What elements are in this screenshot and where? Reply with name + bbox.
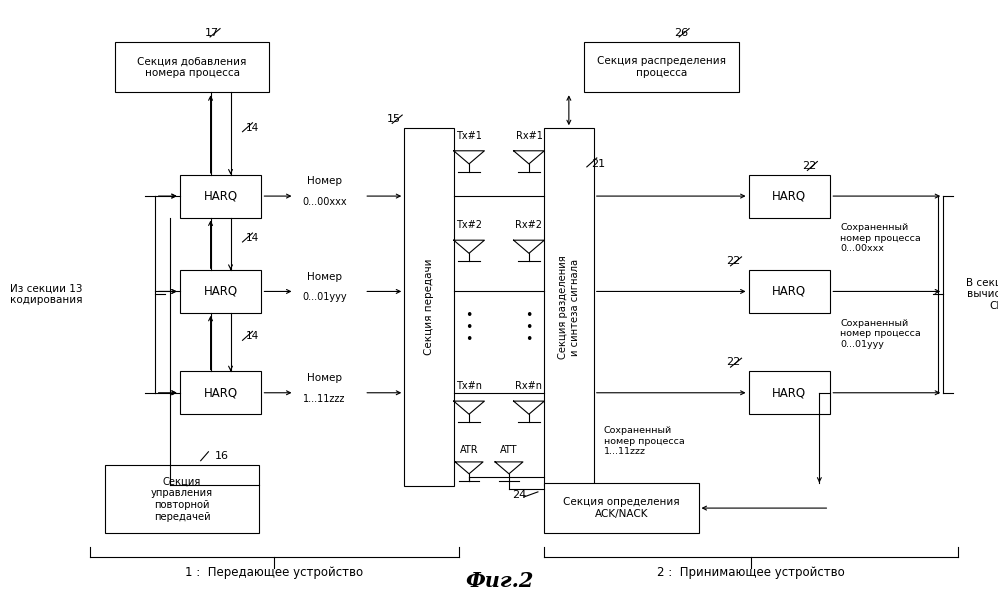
FancyBboxPatch shape <box>748 175 830 218</box>
Text: 14: 14 <box>246 331 258 341</box>
FancyBboxPatch shape <box>180 371 261 414</box>
Text: HARQ: HARQ <box>204 285 238 298</box>
Text: HARQ: HARQ <box>204 386 238 399</box>
Text: Секция
управления
повторной
передачей: Секция управления повторной передачей <box>151 477 214 522</box>
Text: Номер: Номер <box>306 176 342 186</box>
Text: Секция разделения
и синтеза сигнала: Секция разделения и синтеза сигнала <box>558 255 580 359</box>
FancyBboxPatch shape <box>404 128 454 486</box>
FancyBboxPatch shape <box>180 270 261 313</box>
Text: Rx#2: Rx#2 <box>515 221 543 230</box>
Text: •: • <box>465 309 473 322</box>
Text: 14: 14 <box>246 123 258 132</box>
Text: Номер: Номер <box>306 373 342 383</box>
Text: •: • <box>465 333 473 346</box>
Text: 26: 26 <box>674 28 689 38</box>
FancyBboxPatch shape <box>748 270 830 313</box>
Text: 16: 16 <box>216 451 230 461</box>
Text: 17: 17 <box>205 28 220 38</box>
Text: 22: 22 <box>727 358 741 367</box>
FancyBboxPatch shape <box>544 483 699 533</box>
Text: 1 :  Передающее устройство: 1 : Передающее устройство <box>186 566 363 579</box>
FancyBboxPatch shape <box>544 128 594 486</box>
Text: 22: 22 <box>802 161 816 170</box>
Text: 1...11zzz: 1...11zzz <box>303 394 345 403</box>
FancyBboxPatch shape <box>105 465 259 533</box>
Text: ATT: ATT <box>500 445 518 455</box>
Text: В секцию 23
вычисления
CRC: В секцию 23 вычисления CRC <box>966 278 998 311</box>
Text: 21: 21 <box>591 159 605 169</box>
FancyBboxPatch shape <box>180 175 261 218</box>
Text: 2 :  Принимающее устройство: 2 : Принимающее устройство <box>657 566 845 579</box>
Text: Rx#1: Rx#1 <box>516 131 542 141</box>
Text: Секция добавления
номера процесса: Секция добавления номера процесса <box>138 56 247 78</box>
Text: Фиг.2: Фиг.2 <box>465 571 533 591</box>
Text: 0...00xxx: 0...00xxx <box>302 197 346 207</box>
FancyBboxPatch shape <box>115 42 269 92</box>
Text: Сохраненный
номер процесса
0...00xxx: Сохраненный номер процесса 0...00xxx <box>840 224 921 253</box>
Text: Сохраненный
номер процесса
1...11zzz: Сохраненный номер процесса 1...11zzz <box>604 426 685 456</box>
Text: 24: 24 <box>512 491 526 501</box>
Text: HARQ: HARQ <box>204 190 238 203</box>
Text: HARQ: HARQ <box>772 190 806 203</box>
Text: Секция передачи: Секция передачи <box>424 259 434 355</box>
Text: Номер: Номер <box>306 272 342 281</box>
Text: 22: 22 <box>727 256 741 266</box>
Text: Секция определения
ACK/NACK: Секция определения ACK/NACK <box>563 497 680 519</box>
Text: •: • <box>525 321 533 334</box>
FancyBboxPatch shape <box>748 371 830 414</box>
Text: •: • <box>525 333 533 346</box>
Text: 14: 14 <box>246 233 258 243</box>
Text: Из секции 13
кодирования: Из секции 13 кодирования <box>10 284 83 305</box>
Text: Tx#2: Tx#2 <box>456 221 482 230</box>
Text: Сохраненный
номер процесса
0...01yyy: Сохраненный номер процесса 0...01yyy <box>840 319 921 349</box>
Text: Tx#n: Tx#n <box>456 381 482 391</box>
Text: Секция распределения
процесса: Секция распределения процесса <box>597 56 726 78</box>
Text: ATR: ATR <box>460 445 478 455</box>
Text: HARQ: HARQ <box>772 386 806 399</box>
Text: 0...01yyy: 0...01yyy <box>302 293 346 302</box>
Text: HARQ: HARQ <box>772 285 806 298</box>
Text: Rx#n: Rx#n <box>515 381 543 391</box>
Text: •: • <box>465 321 473 334</box>
Text: 15: 15 <box>387 114 401 124</box>
Text: •: • <box>525 309 533 322</box>
FancyBboxPatch shape <box>584 42 739 92</box>
Text: Tx#1: Tx#1 <box>456 131 482 141</box>
